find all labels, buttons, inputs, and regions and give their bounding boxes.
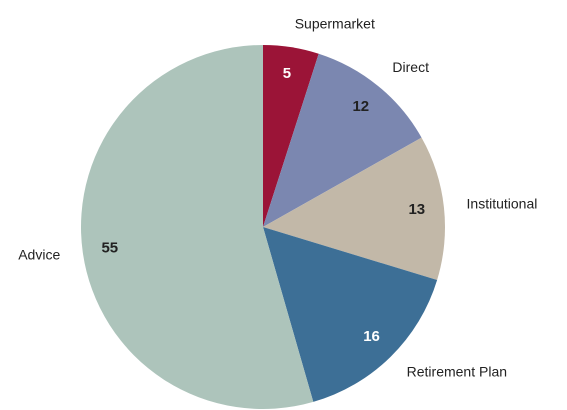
pie-slice bbox=[263, 53, 422, 228]
value-label: 55 bbox=[101, 240, 118, 257]
value-label: 16 bbox=[363, 328, 380, 345]
value-label: 5 bbox=[283, 65, 291, 82]
value-label: 12 bbox=[352, 98, 369, 115]
category-label: Direct bbox=[392, 59, 429, 75]
category-label: Retirement Plan bbox=[407, 364, 507, 380]
category-label: Supermarket bbox=[295, 15, 375, 31]
pie-slice bbox=[81, 45, 314, 409]
category-label: Advice bbox=[18, 246, 60, 262]
pie-slice bbox=[263, 137, 446, 281]
pie-slice bbox=[263, 227, 438, 402]
value-label: 13 bbox=[408, 201, 425, 218]
category-label: Institutional bbox=[467, 195, 538, 211]
pie-slice bbox=[263, 45, 319, 227]
